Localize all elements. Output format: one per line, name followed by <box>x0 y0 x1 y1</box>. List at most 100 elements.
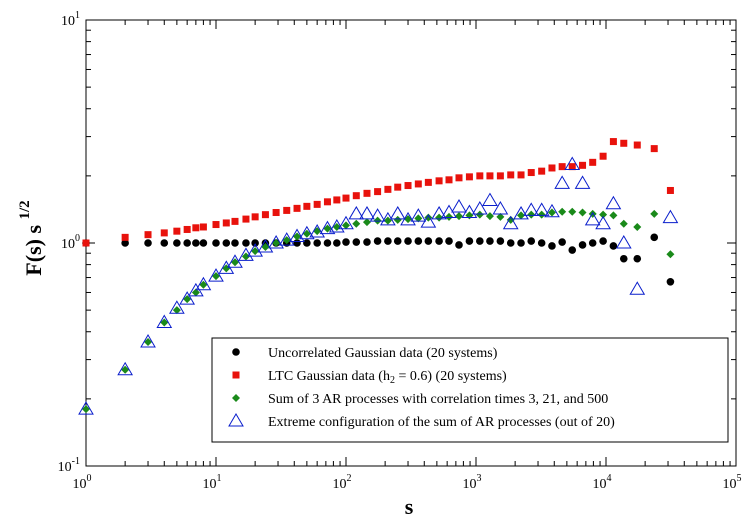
data-point <box>666 250 675 259</box>
data-point <box>420 214 437 228</box>
data-point <box>208 268 224 282</box>
y-tick-label: 10-1 <box>58 456 80 475</box>
data-point <box>160 229 168 237</box>
data-point <box>298 225 315 240</box>
data-point <box>195 276 212 291</box>
data-point <box>144 231 152 239</box>
data-point <box>303 202 311 210</box>
legend-box <box>211 337 729 443</box>
data-point <box>231 239 239 247</box>
data-point <box>502 215 519 230</box>
x-tick-labels: 100 101 102 103 104 105 <box>73 473 742 492</box>
data-point <box>342 221 350 230</box>
data-point <box>574 175 591 189</box>
data-point <box>465 237 474 245</box>
data-point <box>414 237 423 245</box>
data-point <box>212 221 220 229</box>
data-point <box>222 239 231 247</box>
data-point <box>268 235 284 249</box>
data-point <box>191 288 200 297</box>
data-point <box>506 215 515 224</box>
data-point <box>293 204 301 212</box>
data-point <box>78 401 94 415</box>
data-point <box>517 171 525 179</box>
data-point <box>323 198 331 206</box>
data-point <box>384 185 392 193</box>
x-tick-label: 101 <box>203 473 222 492</box>
data-point <box>241 252 250 261</box>
data-point <box>199 223 207 231</box>
data-point <box>82 239 90 247</box>
data-point <box>362 218 371 227</box>
data-point <box>383 216 392 225</box>
x-tick-label: 103 <box>463 473 482 492</box>
data-point <box>609 242 618 250</box>
data-point <box>212 272 220 281</box>
data-point <box>527 169 535 177</box>
data-point <box>199 239 208 247</box>
legend-label-ltc: LTC Gaussian data (h2 = 0.6) (20 systems… <box>268 369 507 386</box>
data-point <box>599 237 607 245</box>
data-point <box>451 199 467 213</box>
y-axis-label-exponent: 1/2 <box>17 200 33 219</box>
data-point <box>578 241 587 249</box>
data-point <box>179 291 196 305</box>
data-point <box>548 242 556 250</box>
data-point <box>482 192 498 207</box>
data-point <box>584 211 601 226</box>
data-point <box>568 163 576 171</box>
data-point <box>404 237 412 245</box>
data-point <box>121 365 130 374</box>
legend: Uncorrelated Gaussian data (20 systems) … <box>211 337 729 443</box>
x-axis-label: s <box>405 494 414 519</box>
data-point <box>568 207 577 216</box>
data-point <box>289 228 305 242</box>
data-point <box>589 158 597 166</box>
data-point <box>144 239 152 247</box>
data-point <box>333 196 341 204</box>
data-point <box>303 239 311 247</box>
data-point <box>633 141 641 149</box>
data-point <box>363 238 371 246</box>
data-point <box>121 233 129 241</box>
data-point <box>445 212 454 221</box>
data-point <box>629 281 646 295</box>
data-point <box>352 192 360 200</box>
data-point <box>544 203 560 218</box>
svg-text:F(s) s 1/2: F(s) s 1/2 <box>17 200 46 275</box>
data-point <box>323 224 332 233</box>
data-point <box>435 177 443 185</box>
data-point <box>435 237 443 245</box>
legend-marker-ar-sum <box>232 394 240 402</box>
data-point <box>558 207 567 216</box>
x-tick-label: 105 <box>723 473 742 492</box>
y-tick-labels: 10-1 100 101 <box>58 10 80 475</box>
data-point <box>168 300 185 314</box>
data-point <box>242 239 250 247</box>
data-point <box>192 224 200 232</box>
data-point <box>319 220 336 235</box>
data-point <box>257 238 274 253</box>
data-point <box>554 175 571 189</box>
data-point <box>476 172 484 180</box>
data-point <box>363 189 371 197</box>
data-point <box>313 239 321 247</box>
data-point <box>455 174 463 182</box>
data-point <box>173 227 181 235</box>
data-point <box>342 238 350 246</box>
series-3 <box>78 156 679 415</box>
data-point <box>117 361 134 376</box>
data-point <box>486 172 494 180</box>
data-point <box>492 201 509 215</box>
data-point <box>564 156 581 170</box>
data-point <box>373 237 382 245</box>
data-point <box>282 236 291 245</box>
series-1 <box>82 138 674 247</box>
data-point <box>496 172 504 180</box>
legend-label-uncorrelated: Uncorrelated Gaussian data (20 systems) <box>268 346 498 361</box>
data-point <box>455 241 463 249</box>
axis-ticks <box>85 19 737 467</box>
data-point <box>431 205 447 220</box>
data-point <box>394 183 402 191</box>
